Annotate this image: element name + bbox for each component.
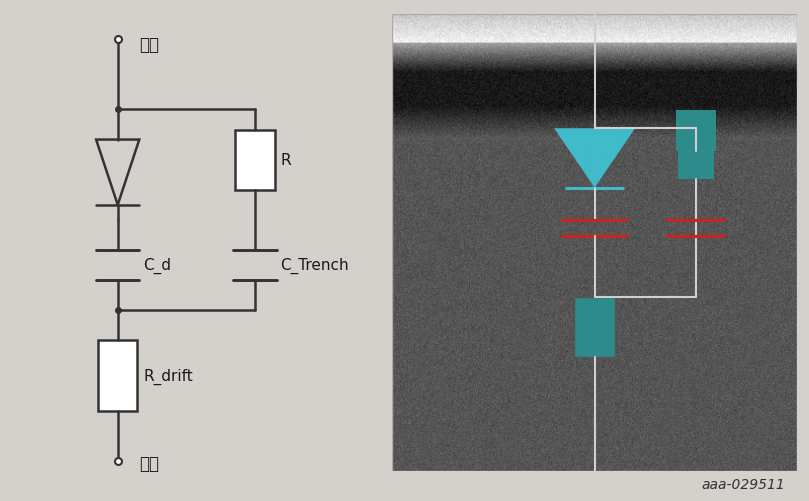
Text: C_d: C_d bbox=[143, 258, 172, 274]
FancyBboxPatch shape bbox=[676, 111, 716, 152]
FancyBboxPatch shape bbox=[235, 130, 275, 190]
FancyBboxPatch shape bbox=[574, 298, 615, 357]
Text: 阴极: 阴极 bbox=[139, 454, 159, 472]
Text: R_drift: R_drift bbox=[143, 368, 193, 384]
Text: R: R bbox=[281, 153, 291, 168]
Text: 阳极: 阳极 bbox=[139, 36, 159, 54]
FancyBboxPatch shape bbox=[677, 152, 714, 179]
Text: aaa-029511: aaa-029511 bbox=[701, 477, 785, 491]
Text: C_Trench: C_Trench bbox=[281, 258, 349, 274]
FancyBboxPatch shape bbox=[98, 341, 138, 411]
Polygon shape bbox=[554, 129, 635, 188]
